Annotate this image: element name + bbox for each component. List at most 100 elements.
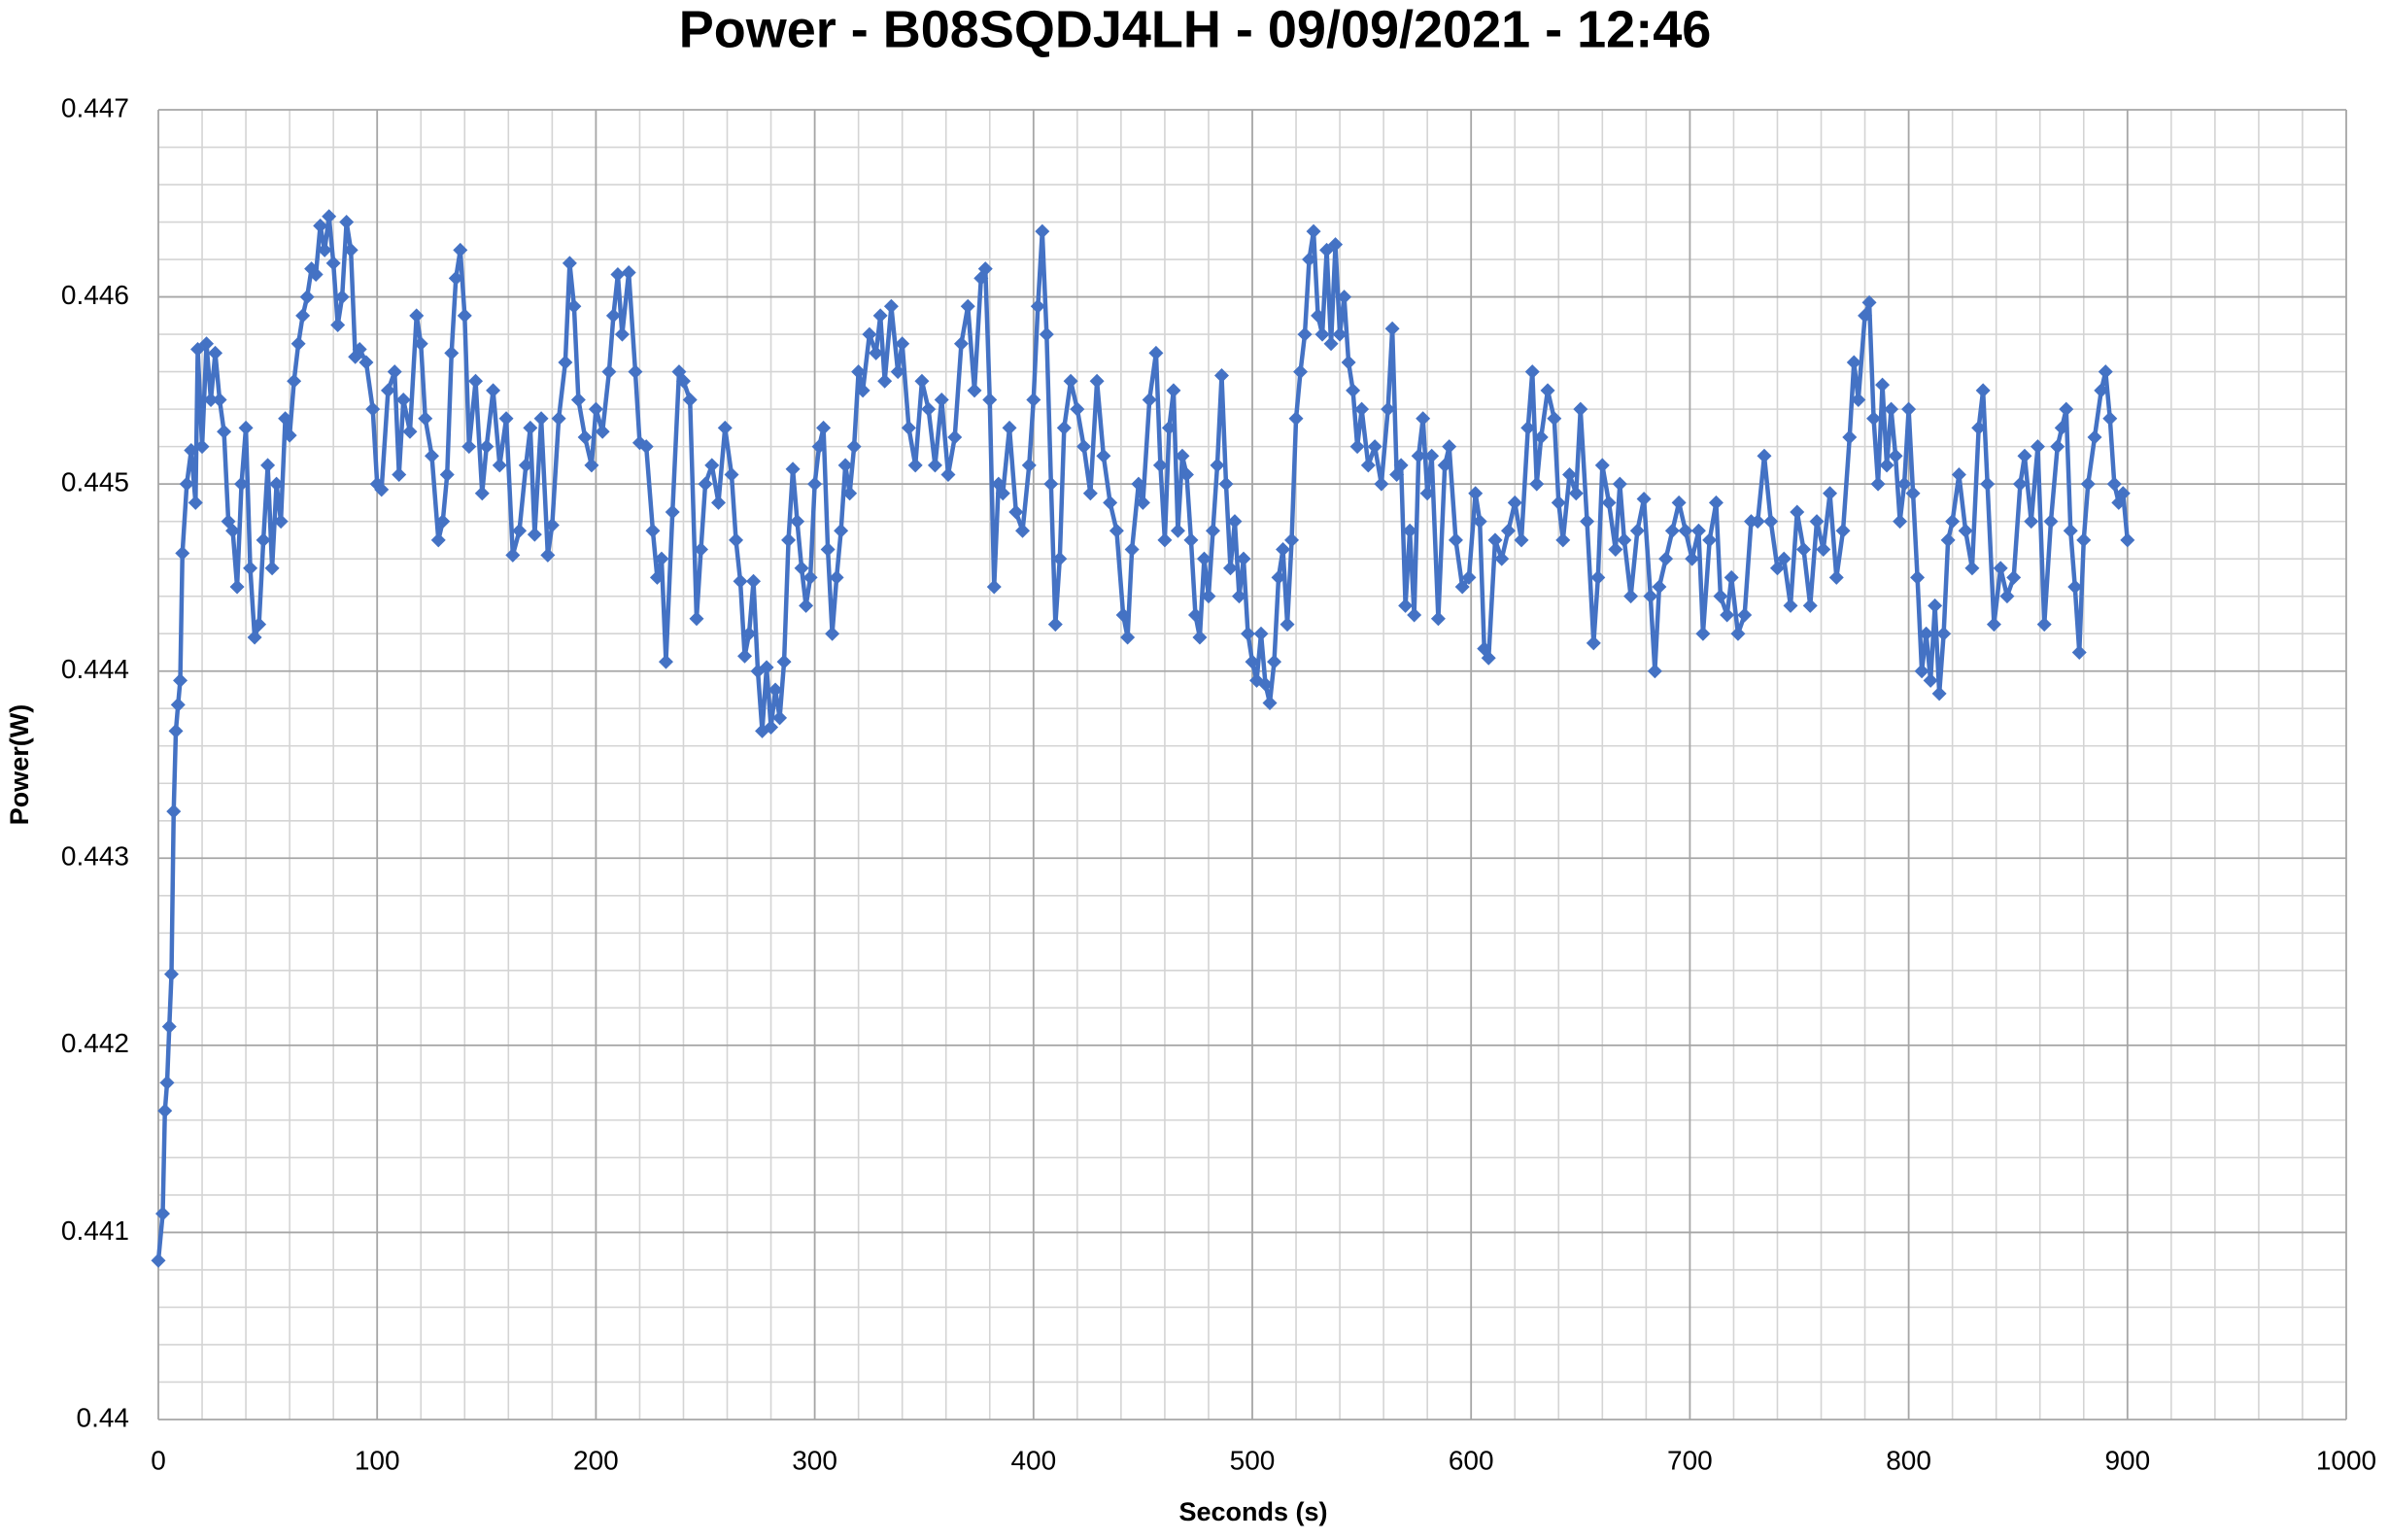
- x-axis-title: Seconds (s): [1178, 1497, 1327, 1526]
- data-point: [1783, 598, 1798, 613]
- data-point: [1461, 569, 1477, 585]
- data-point: [1999, 589, 2015, 604]
- data-point: [208, 345, 223, 360]
- data-point: [448, 270, 463, 286]
- data-point: [533, 411, 549, 427]
- data-point: [155, 1206, 171, 1221]
- data-point: [527, 527, 542, 542]
- data-point: [759, 660, 774, 675]
- data-point: [439, 467, 455, 483]
- data-point: [1437, 458, 1452, 473]
- x-tick-label: 300: [792, 1445, 837, 1475]
- data-point: [649, 569, 665, 585]
- data-point: [1757, 448, 1772, 463]
- data-point: [1448, 532, 1463, 548]
- data-point: [256, 532, 271, 548]
- data-point: [1314, 326, 1330, 342]
- data-point: [2120, 532, 2135, 548]
- data-point: [1487, 532, 1503, 548]
- data-point: [157, 1103, 173, 1118]
- data-point: [1993, 561, 2008, 576]
- data-point: [1468, 486, 1484, 501]
- data-point: [960, 298, 975, 314]
- data-point: [166, 804, 182, 819]
- data-point: [1070, 401, 1085, 417]
- data-point: [1205, 523, 1220, 538]
- data-point: [1919, 626, 1934, 641]
- data-point: [380, 383, 395, 398]
- data-point: [1402, 523, 1417, 538]
- y-tick-label: 0.44: [77, 1402, 130, 1432]
- data-point: [2106, 476, 2122, 492]
- data-point: [1424, 448, 1440, 463]
- data-point: [1568, 486, 1584, 501]
- data-point: [1201, 589, 1216, 604]
- data-point: [1643, 589, 1658, 604]
- data-point: [1245, 654, 1260, 669]
- data-point: [1708, 495, 1723, 510]
- data-point: [1524, 364, 1540, 380]
- data-point: [1685, 551, 1700, 566]
- data-point: [2030, 439, 2045, 455]
- x-tick-label: 900: [2104, 1445, 2150, 1475]
- data-point: [1737, 607, 1753, 623]
- data-point: [741, 626, 757, 641]
- data-point: [170, 697, 186, 712]
- data-point: [194, 439, 210, 455]
- data-point: [1514, 532, 1529, 548]
- data-point: [1178, 467, 1194, 483]
- data-point: [895, 336, 910, 352]
- data-point: [698, 476, 713, 492]
- x-tick-label: 800: [1886, 1445, 1931, 1475]
- data-point: [453, 242, 468, 257]
- data-point: [1896, 476, 1912, 492]
- data-point: [1507, 495, 1522, 510]
- data-point: [260, 458, 276, 473]
- data-point: [1562, 467, 1578, 483]
- data-point: [724, 467, 739, 483]
- data-point: [179, 476, 194, 492]
- data-point: [654, 551, 669, 566]
- data-point: [802, 569, 818, 585]
- data-point: [621, 265, 636, 281]
- data-point: [1052, 551, 1068, 566]
- data-point: [1240, 626, 1255, 641]
- data-point: [1152, 458, 1168, 473]
- data-point: [1647, 664, 1662, 679]
- data-point: [395, 392, 411, 407]
- data-point: [1131, 476, 1146, 492]
- data-point: [2102, 411, 2118, 427]
- y-tick-label: 0.444: [61, 654, 129, 684]
- plot: [151, 209, 2135, 1268]
- data-point: [1547, 411, 1562, 427]
- data-point: [1769, 561, 1785, 576]
- data-point: [1702, 532, 1718, 548]
- data-point: [392, 467, 407, 483]
- data-point: [614, 326, 630, 342]
- data-point: [846, 439, 862, 455]
- data-point: [1858, 308, 1873, 324]
- data-point: [1629, 523, 1645, 538]
- data-point: [1227, 514, 1243, 530]
- y-tick-label: 0.447: [61, 92, 129, 122]
- data-point: [1135, 495, 1150, 510]
- data-point: [1914, 664, 1929, 679]
- data-point: [1713, 589, 1728, 604]
- data-point: [1302, 252, 1317, 267]
- data-point: [358, 355, 374, 370]
- data-point: [273, 514, 289, 530]
- data-point: [1796, 542, 1812, 558]
- data-point: [1311, 308, 1326, 324]
- data-point: [184, 442, 199, 458]
- data-point: [238, 420, 254, 435]
- data-point: [1586, 635, 1601, 651]
- data-point: [1407, 607, 1422, 623]
- data-point: [479, 439, 495, 455]
- data-point: [1802, 598, 1818, 613]
- data-point: [1975, 383, 1991, 398]
- data-point: [418, 411, 433, 427]
- data-point: [820, 542, 836, 558]
- data-point: [1161, 420, 1177, 435]
- data-point: [934, 392, 949, 407]
- data-point: [175, 545, 190, 561]
